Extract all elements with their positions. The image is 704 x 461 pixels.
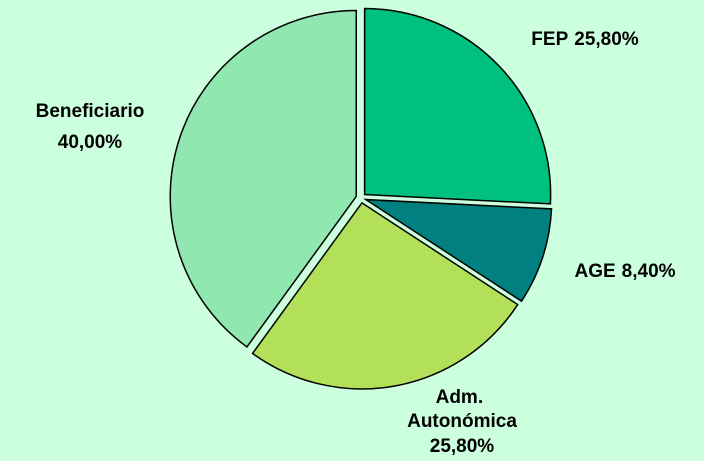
category-line: Autonómica bbox=[407, 411, 517, 432]
slice-label: AGE 8,40% bbox=[574, 261, 675, 282]
category-line: Adm. bbox=[436, 387, 489, 408]
value-label: 8,40% bbox=[622, 261, 676, 282]
value-label: 25,80% bbox=[574, 29, 639, 50]
value-label: 25,80% bbox=[430, 436, 495, 457]
pie-slice bbox=[363, 198, 553, 303]
category-label: Beneficiario bbox=[36, 101, 145, 122]
value-label: 40,00% bbox=[58, 132, 123, 153]
pie-slice bbox=[251, 201, 519, 390]
category-label: AGE bbox=[574, 261, 615, 282]
pie-slice bbox=[363, 7, 552, 205]
category-label: FEP bbox=[531, 29, 568, 50]
slice-label: FEP 25,80% bbox=[531, 29, 638, 50]
pie-slice bbox=[169, 9, 357, 348]
category-label: Adm. Autonómica bbox=[407, 387, 517, 432]
